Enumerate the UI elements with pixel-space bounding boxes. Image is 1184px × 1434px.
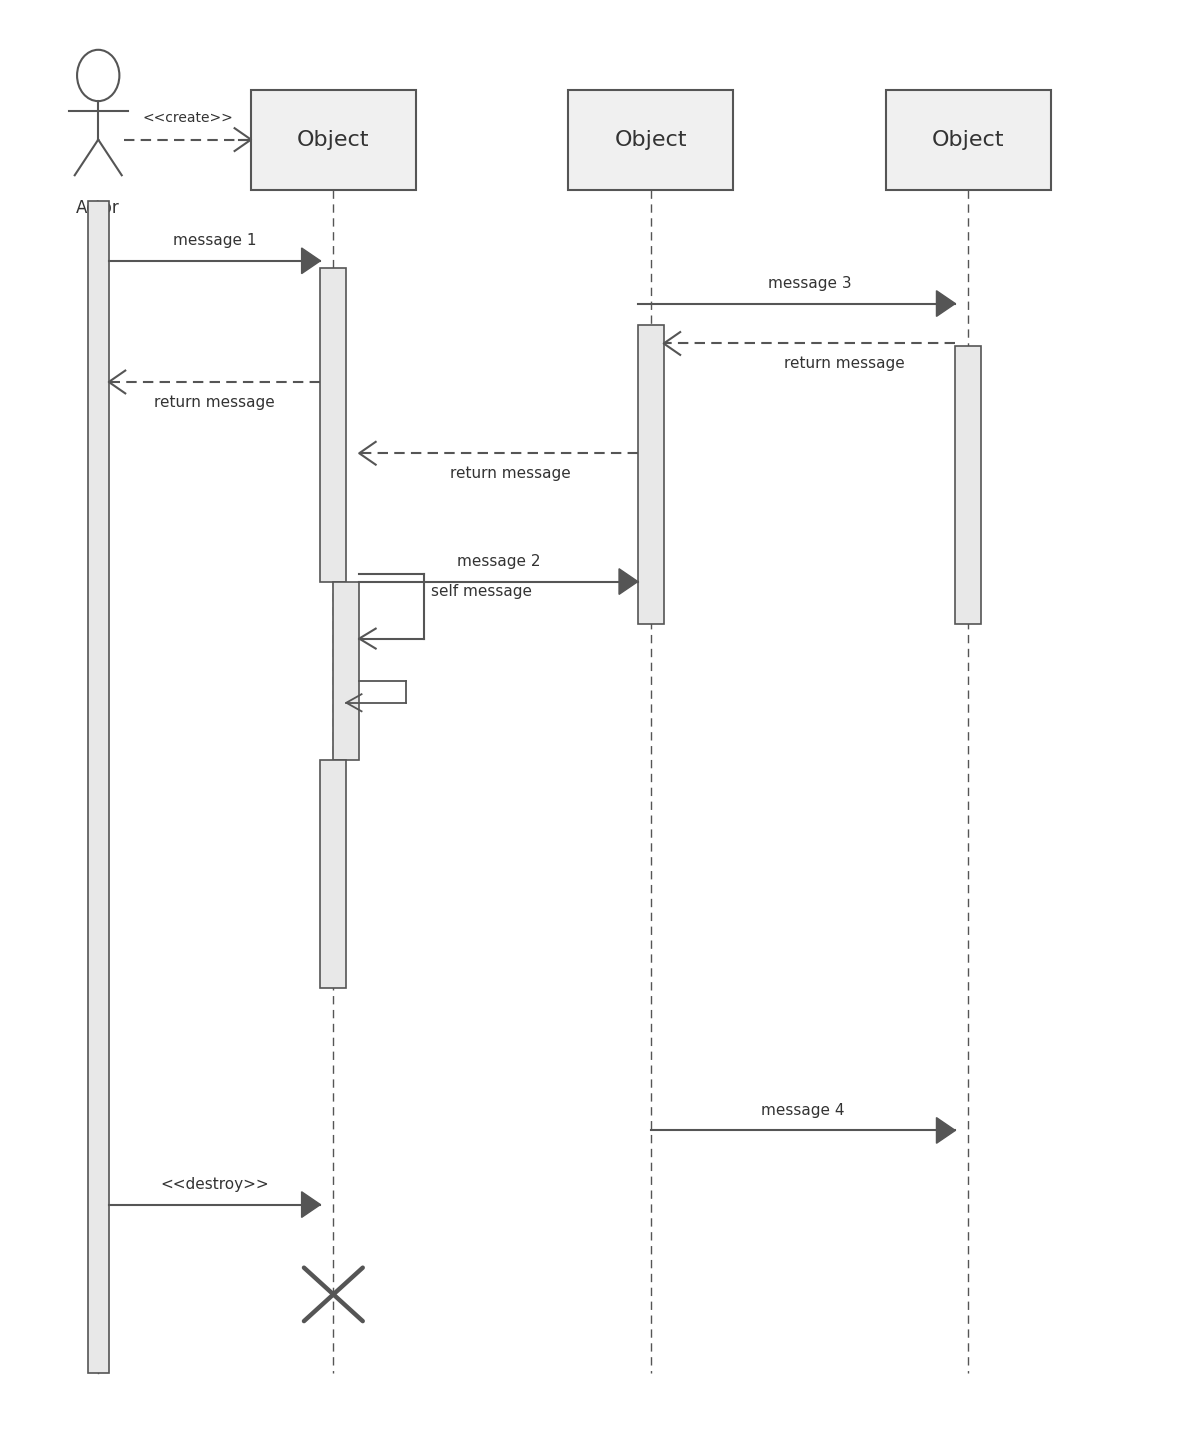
- Bar: [638, 326, 664, 624]
- Text: Object: Object: [614, 129, 687, 149]
- Text: Object: Object: [297, 129, 369, 149]
- Text: return message: return message: [450, 466, 571, 480]
- Text: message 1: message 1: [173, 232, 257, 248]
- Polygon shape: [619, 569, 638, 594]
- Text: self message: self message: [431, 585, 532, 599]
- Text: Actor: Actor: [76, 199, 120, 218]
- Bar: [321, 268, 346, 582]
- Text: <<create>>: <<create>>: [142, 112, 233, 125]
- Polygon shape: [302, 248, 321, 274]
- Text: Object: Object: [932, 129, 1004, 149]
- Polygon shape: [937, 1117, 955, 1143]
- Text: <<destroy>>: <<destroy>>: [160, 1177, 269, 1192]
- Polygon shape: [302, 1192, 321, 1217]
- Text: return message: return message: [784, 356, 905, 371]
- Bar: [955, 347, 982, 624]
- Text: return message: return message: [154, 394, 275, 410]
- Bar: [251, 90, 416, 189]
- Bar: [886, 90, 1050, 189]
- Bar: [321, 760, 346, 988]
- Text: message 2: message 2: [457, 554, 540, 569]
- Bar: [334, 582, 359, 760]
- Bar: [88, 201, 109, 1372]
- Polygon shape: [937, 291, 955, 317]
- Text: message 3: message 3: [767, 275, 851, 291]
- Bar: [568, 90, 733, 189]
- Text: message 4: message 4: [761, 1103, 844, 1117]
